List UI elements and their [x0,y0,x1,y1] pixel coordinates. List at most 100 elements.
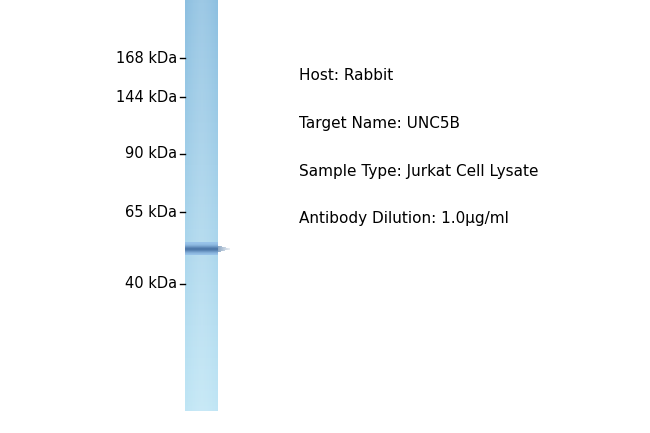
Bar [185,139,218,140]
Bar [185,275,218,277]
Bar [185,67,218,68]
Bar [185,52,218,53]
Bar [185,246,218,247]
Bar [185,11,218,12]
Bar [185,19,218,20]
Bar [185,110,218,111]
Text: 65 kDa: 65 kDa [125,205,177,220]
Bar [185,325,218,326]
Bar [185,358,218,359]
Bar [185,36,218,37]
Bar [185,251,218,252]
Text: Sample Type: Jurkat Cell Lysate: Sample Type: Jurkat Cell Lysate [299,164,538,178]
Bar [185,274,218,275]
Bar [185,122,218,123]
Bar [185,235,218,236]
Bar [185,80,218,81]
Bar [185,288,218,289]
Bar [185,93,218,95]
Bar [185,282,218,284]
Bar [185,372,218,373]
Bar [185,180,218,181]
Bar [185,299,218,301]
Bar [185,171,218,173]
Bar [185,142,218,144]
Text: Host: Rabbit: Host: Rabbit [299,68,393,83]
Bar [185,297,218,299]
Bar [185,149,218,151]
Bar [185,61,218,63]
Bar [185,56,218,58]
Bar [185,401,218,402]
Bar [185,136,218,137]
Bar [185,391,218,392]
Bar [185,210,218,211]
Bar [185,40,218,41]
Bar [185,329,218,330]
Bar [185,208,218,210]
Bar [185,281,218,282]
Bar [185,374,218,376]
Bar [185,74,218,75]
Bar [185,385,218,387]
Bar [185,41,218,42]
Bar [185,247,218,248]
Bar [185,177,218,178]
Bar [185,47,218,48]
Bar [185,328,218,329]
Bar [185,151,218,152]
Bar [185,16,218,18]
Bar [185,133,218,134]
Bar [185,359,218,361]
Bar [185,366,218,368]
Bar [185,178,218,180]
Bar [185,111,218,113]
Bar [185,3,218,4]
Bar [185,296,218,297]
Bar [185,315,218,317]
Bar [185,155,218,156]
Bar [185,113,218,114]
Bar [185,225,218,226]
Bar [185,326,218,328]
Bar [185,86,218,88]
Bar [185,88,218,89]
Bar [185,22,218,23]
Bar [185,356,218,358]
Bar [185,129,218,130]
Bar [185,15,218,16]
Bar [185,310,218,311]
Bar [185,362,218,363]
Bar [185,344,218,346]
Bar [185,55,218,56]
Bar [185,377,218,378]
Bar [185,97,218,99]
Bar [185,269,218,270]
Bar [185,392,218,394]
Bar [185,137,218,139]
Bar [185,241,218,242]
Bar [185,214,218,215]
Bar [185,355,218,356]
Bar [185,323,218,325]
Bar [185,140,218,141]
Bar [185,320,218,321]
Bar [185,156,218,158]
Bar [185,242,218,244]
Bar [185,160,218,162]
Bar [185,162,218,163]
Bar [185,191,218,192]
Bar [185,25,218,26]
Bar [185,7,218,8]
Bar [185,60,218,61]
Bar [185,228,218,229]
Bar [185,244,218,246]
Bar [185,4,218,6]
Bar [185,92,218,93]
Bar [185,8,218,10]
Bar [185,256,218,258]
Bar [185,399,218,401]
Bar [185,229,218,230]
Bar [185,365,218,366]
Bar [185,81,218,82]
